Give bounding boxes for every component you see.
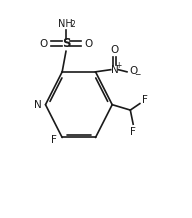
Text: +: + xyxy=(116,61,122,70)
Text: F: F xyxy=(130,127,136,137)
Text: N: N xyxy=(34,100,42,110)
Text: O: O xyxy=(110,45,119,55)
Text: F: F xyxy=(51,135,56,145)
Text: NH: NH xyxy=(58,19,72,29)
Text: O: O xyxy=(39,39,48,49)
Text: O: O xyxy=(84,39,93,49)
Text: N: N xyxy=(111,65,118,75)
Text: 2: 2 xyxy=(71,20,76,29)
Text: S: S xyxy=(62,37,70,50)
Text: O: O xyxy=(130,66,138,76)
Text: F: F xyxy=(142,95,148,105)
Text: −: − xyxy=(134,70,141,79)
